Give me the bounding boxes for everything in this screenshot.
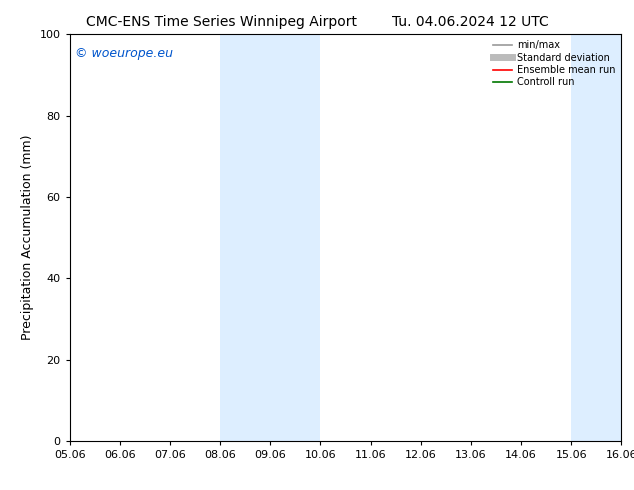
Bar — [571, 34, 621, 441]
Y-axis label: Precipitation Accumulation (mm): Precipitation Accumulation (mm) — [21, 135, 34, 341]
Legend: min/max, Standard deviation, Ensemble mean run, Controll run: min/max, Standard deviation, Ensemble me… — [489, 36, 619, 91]
Text: © woeurope.eu: © woeurope.eu — [75, 47, 173, 59]
Text: CMC-ENS Time Series Winnipeg Airport        Tu. 04.06.2024 12 UTC: CMC-ENS Time Series Winnipeg Airport Tu.… — [86, 15, 548, 29]
Bar — [220, 34, 320, 441]
